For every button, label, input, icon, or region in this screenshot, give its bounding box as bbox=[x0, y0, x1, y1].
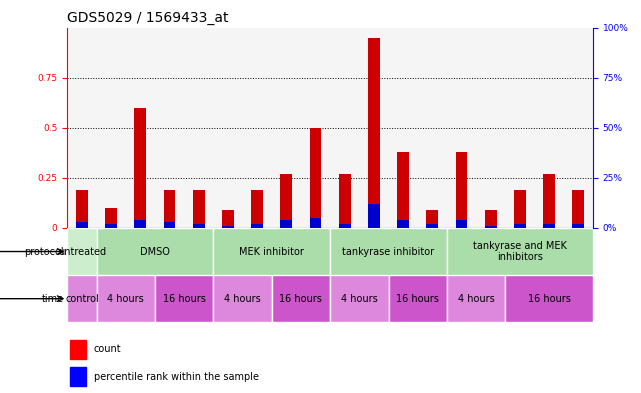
Bar bbox=[163, 190, 176, 228]
Bar bbox=[272, 275, 330, 322]
Bar bbox=[70, 340, 86, 359]
Bar bbox=[339, 224, 351, 228]
Text: tankyrase inhibitor: tankyrase inhibitor bbox=[342, 246, 435, 257]
Bar bbox=[281, 174, 292, 228]
Text: count: count bbox=[94, 344, 121, 354]
Bar bbox=[388, 275, 447, 322]
Bar bbox=[485, 210, 497, 228]
Bar bbox=[97, 275, 155, 322]
Bar bbox=[505, 275, 593, 322]
Bar bbox=[330, 228, 447, 275]
Bar bbox=[485, 226, 497, 228]
Bar bbox=[572, 190, 584, 228]
Bar bbox=[426, 210, 438, 228]
Bar bbox=[397, 152, 409, 228]
Bar bbox=[105, 224, 117, 228]
Text: 4 hours: 4 hours bbox=[107, 294, 144, 304]
Text: 16 hours: 16 hours bbox=[528, 294, 570, 304]
Text: 16 hours: 16 hours bbox=[396, 294, 439, 304]
Text: 16 hours: 16 hours bbox=[163, 294, 206, 304]
Bar bbox=[213, 228, 330, 275]
Bar bbox=[213, 275, 272, 322]
Bar bbox=[251, 224, 263, 228]
Bar bbox=[368, 38, 379, 228]
Text: 16 hours: 16 hours bbox=[279, 294, 322, 304]
Text: tankyrase and MEK
inhibitors: tankyrase and MEK inhibitors bbox=[473, 241, 567, 262]
Text: untreated: untreated bbox=[58, 246, 106, 257]
Bar bbox=[514, 224, 526, 228]
Bar bbox=[193, 190, 204, 228]
Bar bbox=[456, 152, 467, 228]
Bar bbox=[76, 190, 88, 228]
Bar bbox=[447, 275, 505, 322]
Bar bbox=[97, 228, 213, 275]
Bar bbox=[339, 174, 351, 228]
Text: protocol: protocol bbox=[24, 246, 64, 257]
Bar bbox=[222, 210, 234, 228]
Bar bbox=[310, 218, 321, 228]
Bar bbox=[368, 204, 379, 228]
Bar bbox=[544, 174, 555, 228]
Bar bbox=[397, 220, 409, 228]
Bar bbox=[456, 220, 467, 228]
Bar bbox=[222, 226, 234, 228]
Bar bbox=[105, 208, 117, 228]
Bar bbox=[155, 275, 213, 322]
Bar bbox=[193, 224, 204, 228]
Bar bbox=[310, 128, 321, 228]
Bar bbox=[70, 367, 86, 386]
Text: 4 hours: 4 hours bbox=[341, 294, 378, 304]
Bar bbox=[544, 224, 555, 228]
Bar bbox=[76, 222, 88, 228]
Bar bbox=[251, 190, 263, 228]
Text: MEK inhibitor: MEK inhibitor bbox=[239, 246, 304, 257]
Bar bbox=[67, 275, 97, 322]
Bar bbox=[426, 224, 438, 228]
Bar bbox=[572, 224, 584, 228]
Text: 4 hours: 4 hours bbox=[224, 294, 261, 304]
Bar bbox=[514, 190, 526, 228]
Bar bbox=[447, 228, 593, 275]
Text: time: time bbox=[42, 294, 64, 304]
Bar bbox=[163, 222, 176, 228]
Bar bbox=[67, 228, 97, 275]
Text: 4 hours: 4 hours bbox=[458, 294, 494, 304]
Text: DMSO: DMSO bbox=[140, 246, 170, 257]
Text: percentile rank within the sample: percentile rank within the sample bbox=[94, 372, 258, 382]
Bar bbox=[135, 108, 146, 228]
Bar bbox=[281, 220, 292, 228]
Bar bbox=[330, 275, 388, 322]
Text: control: control bbox=[65, 294, 99, 304]
Text: GDS5029 / 1569433_at: GDS5029 / 1569433_at bbox=[67, 11, 229, 25]
Bar bbox=[135, 220, 146, 228]
